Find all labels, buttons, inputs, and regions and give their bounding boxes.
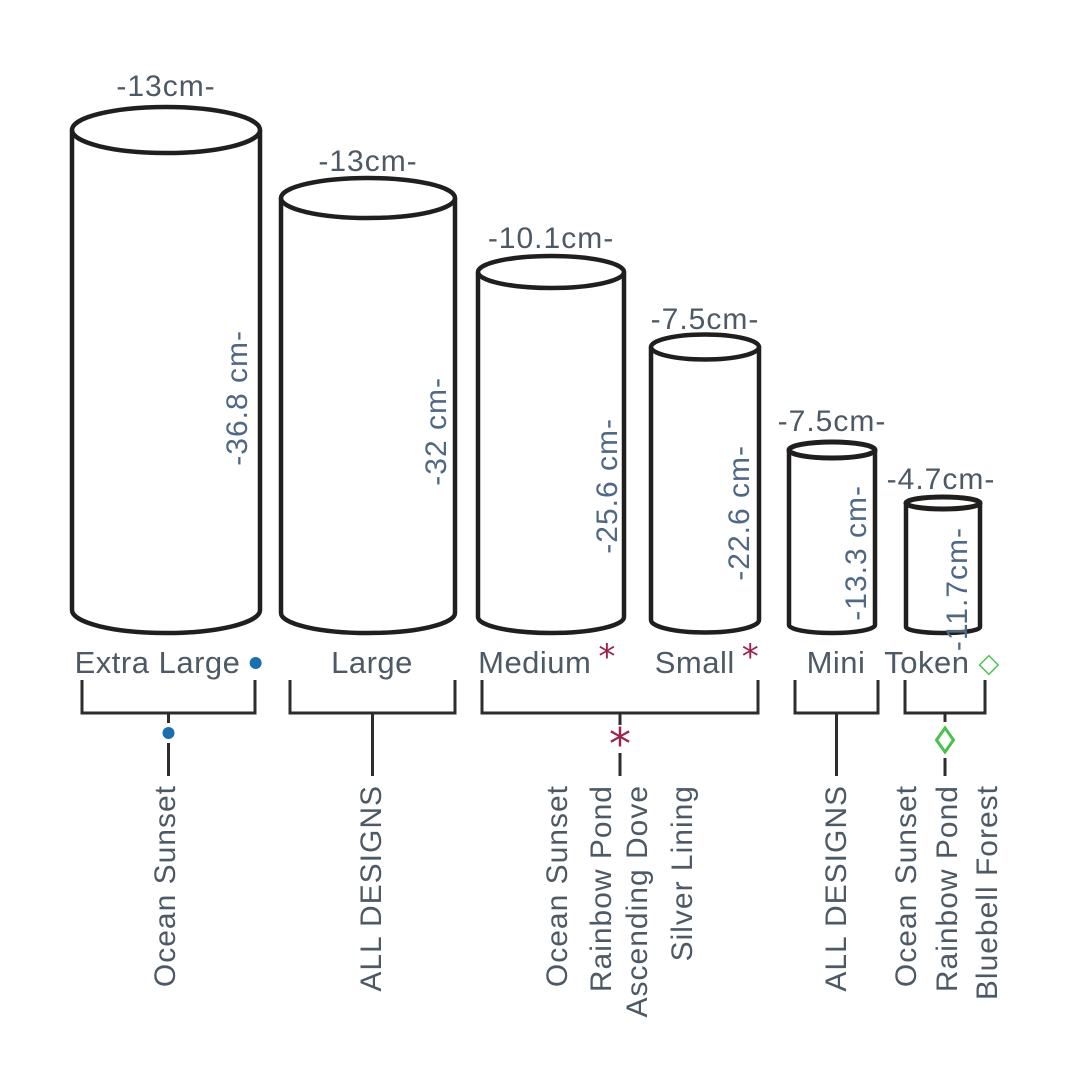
bracket-extra-large	[80, 680, 257, 715]
green-diamond-icon: ◇	[978, 647, 1000, 679]
cylinder-extra-large-body	[69, 130, 263, 636]
diameter-label-mini: -7.5cm-	[777, 405, 887, 438]
height-label-large: -32 cm-	[420, 377, 453, 486]
height-label-medium: -25.6 cm-	[591, 418, 624, 554]
diameter-label-extra-large: -13cm-	[116, 70, 216, 103]
cylinder-mini-body	[786, 450, 878, 636]
diameter-label-medium: -10.1cm-	[487, 222, 615, 255]
connector-stems	[167, 713, 947, 776]
cylinder-medium-top	[475, 253, 627, 291]
cylinder-token-top	[903, 494, 983, 512]
design-medium-small-ocean-sunset: Ocean Sunset	[541, 785, 574, 988]
diameter-label-large: -13cm-	[318, 145, 418, 178]
cylinder-mini-top	[786, 439, 878, 461]
cylinder-token	[903, 494, 983, 636]
height-label-token: -11.7cm-	[941, 527, 974, 652]
bracket-token	[903, 680, 987, 715]
size-name-small: Small *	[654, 637, 760, 680]
design-token-bluebell-forest: Bluebell Forest	[971, 785, 1004, 1001]
cylinder-small-body	[648, 347, 762, 635]
cylinder-medium	[475, 253, 627, 636]
diameter-label-token: -4.7cm-	[886, 463, 996, 496]
bracket-mini	[793, 680, 880, 715]
size-name-medium-label: Medium	[478, 645, 592, 680]
size-name-extra-large-label: Extra Large	[74, 645, 241, 680]
size-name-token: Token ◇	[884, 645, 1000, 681]
size-name-medium: Medium *	[478, 637, 616, 680]
design-medium-small-rainbow-pond: Rainbow Pond	[585, 785, 618, 993]
design-medium-small-ascending-dove: Ascending Dove	[621, 785, 654, 1018]
cylinder-large	[278, 175, 458, 636]
bracket-medium-small	[480, 680, 760, 715]
group-brackets	[80, 680, 987, 715]
size-name-large: Large	[331, 645, 413, 681]
size-name-extra-large: Extra Large	[75, 645, 262, 681]
cylinder-small-top	[648, 332, 762, 362]
cylinder-small	[648, 332, 762, 635]
design-medium-small-silver-lining: Silver Lining	[666, 785, 699, 962]
size-name-mini-label: Mini	[806, 645, 866, 680]
cylinder-extra-large-top	[69, 104, 263, 156]
cylinder-large-top	[278, 175, 458, 221]
cylinder-medium-body	[475, 272, 627, 636]
bracket-large	[288, 680, 457, 715]
size-name-large-label: Large	[331, 645, 413, 680]
design-token-rainbow-pond: Rainbow Pond	[931, 785, 964, 993]
green-diamond-icon	[934, 725, 956, 755]
blue-dot-icon	[249, 657, 262, 669]
height-label-mini: -13.3 cm-	[840, 485, 873, 621]
size-name-mini: Mini	[807, 645, 866, 681]
cylinder-mini	[786, 439, 878, 636]
cylinder-large-body	[278, 198, 458, 636]
design-extra-large-ocean-sunset: Ocean Sunset	[149, 785, 182, 988]
height-label-extra-large: -36.8 cm-	[221, 330, 254, 466]
cylinder-token-body	[903, 503, 983, 636]
design-token-ocean-sunset: Ocean Sunset	[890, 785, 923, 988]
design-mini-all-designs: ALL DESIGNS	[820, 785, 853, 992]
crimson-asterisk-icon: *	[609, 719, 631, 770]
diameter-label-small: -7.5cm-	[650, 303, 760, 336]
size-name-small-label: Small	[654, 645, 735, 680]
design-large-all-designs: ALL DESIGNS	[355, 785, 388, 992]
size-name-token-label: Token	[884, 645, 970, 680]
blue-dot-icon	[162, 727, 175, 739]
cylinder-extra-large	[69, 104, 263, 636]
height-label-small: -22.6 cm-	[723, 445, 756, 581]
